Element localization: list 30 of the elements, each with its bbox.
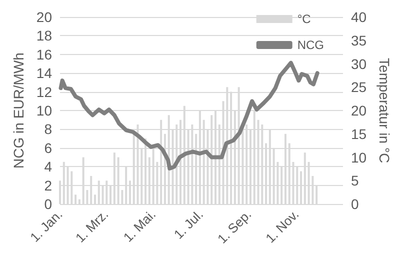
y2-tick-label: 25 <box>351 79 367 96</box>
y-tick-label: 4 <box>44 158 52 175</box>
y-tick-label: 0 <box>44 196 52 212</box>
x-tick-label: 1. Sep. <box>214 206 254 246</box>
y-tick-label: 16 <box>36 46 52 62</box>
line-series <box>58 60 320 170</box>
legend-label: °C <box>297 12 312 26</box>
y-tick-label: 14 <box>36 65 52 82</box>
y2-tick-label: 15 <box>351 126 367 142</box>
legend-label: NCG <box>297 38 324 52</box>
y-axis-title: NCG in EUR/MWh <box>10 52 27 168</box>
y-tick-label: 20 <box>36 9 52 25</box>
y-tick-label: 18 <box>36 28 52 44</box>
x-tick-label: 1. Mai. <box>120 206 159 245</box>
y2-tick-label: 30 <box>351 56 367 72</box>
y2-tick-label: 40 <box>351 9 367 25</box>
y-tick-label: 10 <box>36 102 52 118</box>
x-tick-label: 1. Jul. <box>170 206 206 242</box>
y-tick-label: 8 <box>44 121 52 138</box>
y2-tick-label: 0 <box>351 196 359 212</box>
y-tick-label: 12 <box>36 84 52 100</box>
y2-tick-label: 35 <box>351 32 367 48</box>
y2-tick-label: 10 <box>351 149 367 166</box>
x-tick-label: 1. Nov. <box>262 206 302 246</box>
y2-tick-label: 20 <box>351 102 367 118</box>
y-tick-label: 6 <box>44 140 52 156</box>
y2-tick-label: 5 <box>351 172 359 189</box>
x-tick-label: 1. Mrz. <box>72 206 112 246</box>
y-tick-label: 2 <box>44 177 52 194</box>
y2-axis-title: Temperatur in °C <box>376 58 392 164</box>
